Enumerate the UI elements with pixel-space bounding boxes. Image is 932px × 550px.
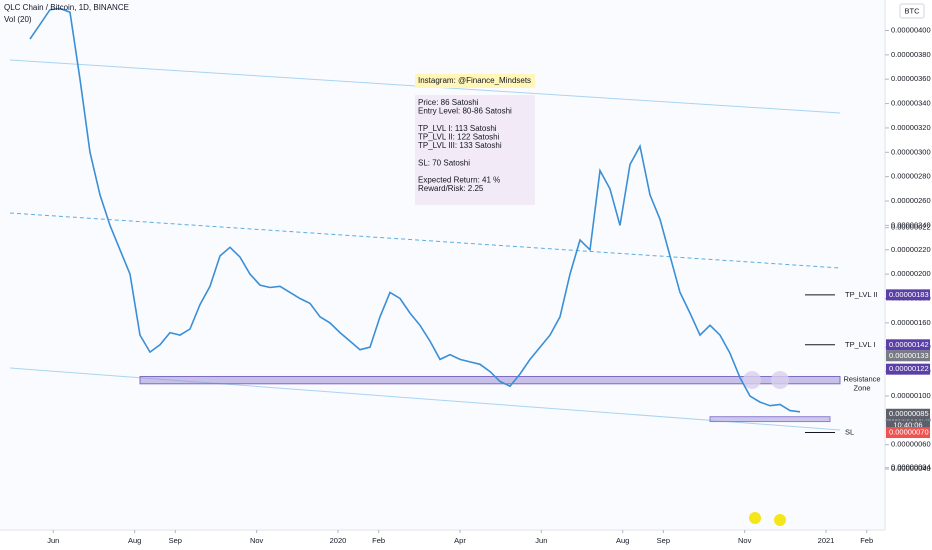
price-tag xyxy=(886,350,930,362)
y-tick-label: 0.00000200 xyxy=(891,269,931,278)
x-tick-label: Jun xyxy=(47,536,59,545)
level-label: TP_LVL I xyxy=(845,340,875,349)
highlight xyxy=(743,371,761,389)
x-tick-label: Feb xyxy=(860,536,873,545)
level-label: SL xyxy=(845,428,854,437)
currency-label: BTC xyxy=(905,6,921,15)
countdown: 10:40:06 xyxy=(893,421,922,430)
y-tick-label: 0.00000060 xyxy=(891,440,931,449)
level-label: TP_LVL II xyxy=(845,290,878,299)
note-line: SL: 70 Satoshi xyxy=(418,158,470,167)
chart-title: QLC Chain / Bitcoin, 1D, BINANCE xyxy=(4,3,129,12)
price-tag xyxy=(886,289,930,301)
y-tick-label: 0.00000100 xyxy=(891,391,931,400)
x-tick-label: Nov xyxy=(738,536,752,545)
y-tick-label: 0.00000400 xyxy=(891,25,931,34)
y-tick-label: 0.00000080 xyxy=(891,415,931,424)
y2-tick-label: 0.00000022 xyxy=(891,223,931,232)
y-tick-label: 0.00000160 xyxy=(891,318,931,327)
y-tick-label: 0.00000220 xyxy=(891,245,931,254)
x-tick-label: Sep xyxy=(657,536,670,545)
resistance-zone xyxy=(139,375,841,385)
price-tag-label: 0.00000122 xyxy=(889,364,929,373)
x-tick-label: Feb xyxy=(372,536,385,545)
note-line: Entry Level: 80-86 Satoshi xyxy=(418,107,512,116)
price-tag-label: 0.00000142 xyxy=(889,340,929,349)
x-tick-label: 2020 xyxy=(330,536,347,545)
y-tick-label: 0.00000360 xyxy=(891,74,931,83)
note-line: Price: 86 Satoshi xyxy=(418,98,479,107)
x-tick-label: Nov xyxy=(250,536,264,545)
price-axis-panel xyxy=(885,0,932,550)
x-tick-label: Jun xyxy=(535,536,547,545)
price-tag xyxy=(886,427,930,439)
y2-tick-label: 0.00000004 xyxy=(891,463,931,472)
note-line: Expected Return: 41 % xyxy=(418,176,500,185)
note-line: Reward/Risk: 2.25 xyxy=(418,184,484,193)
currency-badge[interactable] xyxy=(899,3,925,19)
note-line: TP_LVL I: 113 Satoshi xyxy=(418,124,497,133)
highlight xyxy=(749,512,761,524)
price-tag xyxy=(886,363,930,375)
price-tag xyxy=(886,408,930,420)
note-header: Instagram: @Finance_Mindsets xyxy=(418,76,531,85)
countdown-bg xyxy=(886,420,930,432)
y-tick-label: 0.00000340 xyxy=(891,99,931,108)
zone-label: Resistance xyxy=(843,374,880,383)
x-tick-label: Aug xyxy=(128,536,141,545)
highlight xyxy=(771,371,789,389)
y-tick-label: 0.00000300 xyxy=(891,147,931,156)
support-zone xyxy=(709,416,831,423)
price-tag xyxy=(886,339,930,351)
x-tick-label: Aug xyxy=(616,536,629,545)
y-tick-label: 0.00000260 xyxy=(891,196,931,205)
note-line: TP_LVL II: 122 Satoshi xyxy=(418,133,500,142)
y-tick-label: 0.00000320 xyxy=(891,123,931,132)
note-line: TP_LVL III: 133 Satoshi xyxy=(418,141,502,150)
x-tick-label: 2021 xyxy=(818,536,835,545)
zone-label: Zone xyxy=(853,383,870,392)
price-tag-label: 0.00000133 xyxy=(889,351,929,360)
y-tick-label: 0.00000240 xyxy=(891,220,931,229)
price-line xyxy=(29,7,801,413)
price-tag-label: 0.00000183 xyxy=(889,290,929,299)
y-tick-label: 0.00000280 xyxy=(891,172,931,181)
note-box xyxy=(415,95,535,205)
note-header-bg xyxy=(415,74,535,88)
x-tick-label: Sep xyxy=(169,536,182,545)
axis-layer: 0.00000400 0.00000380 0.00000360 0.00000340… xyxy=(47,25,930,545)
y-tick-label: 0.00000040 xyxy=(891,464,931,473)
price-tag-label: 0.00000070 xyxy=(889,428,929,437)
indicator-label: Vol (20) xyxy=(4,15,32,24)
channel-mid xyxy=(9,212,841,269)
y-tick-label: 0.00000380 xyxy=(891,50,931,59)
x-tick-label: Apr xyxy=(454,536,466,545)
price-tag-label: 0.00000085 xyxy=(889,409,929,418)
highlight xyxy=(774,514,786,526)
plot-background xyxy=(0,0,885,530)
